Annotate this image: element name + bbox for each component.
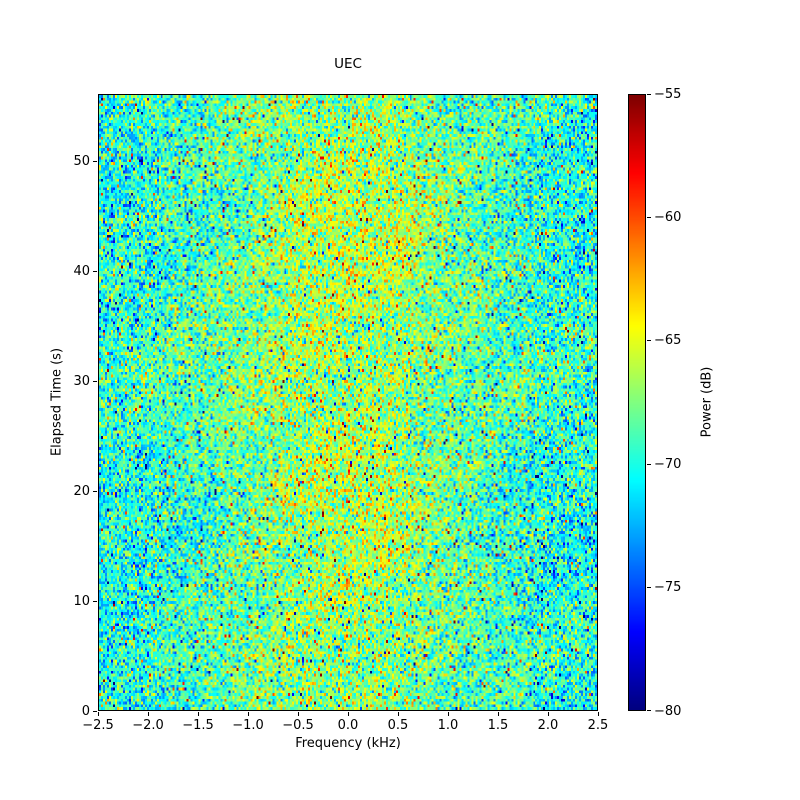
- x-tick-label: −1.0: [232, 718, 264, 733]
- y-tick-label: 30: [73, 373, 90, 389]
- y-tick-mark: [93, 270, 97, 272]
- colorbar-tick-mark: [647, 463, 651, 465]
- colorbar-label: Power (dB): [699, 366, 715, 438]
- colorbar-tick-mark: [647, 93, 651, 95]
- colorbar-tick-label: −75: [654, 580, 682, 596]
- colorbar-tick-label: −65: [654, 333, 682, 349]
- colorbar: [628, 94, 646, 711]
- x-tick-label: −1.5: [182, 718, 214, 733]
- y-tick-label: 0: [81, 703, 90, 719]
- y-tick-label: 10: [73, 593, 90, 609]
- colorbar-tick-mark: [647, 216, 651, 218]
- x-tick-mark: [247, 712, 249, 716]
- x-axis-label: Frequency (kHz): [295, 736, 401, 751]
- y-tick-mark: [93, 710, 97, 712]
- x-tick-label: 0.5: [387, 718, 409, 733]
- x-tick-label: 1.5: [487, 718, 509, 733]
- colorbar-tick-label: −55: [654, 86, 682, 102]
- y-tick-mark: [93, 160, 97, 162]
- x-tick-mark: [147, 712, 149, 716]
- colorbar-tick-mark: [647, 709, 651, 711]
- colorbar-tick-label: −70: [654, 456, 682, 472]
- colorbar-canvas: [629, 95, 645, 710]
- x-tick-mark: [97, 712, 99, 716]
- y-tick-mark: [93, 600, 97, 602]
- x-tick-label: −2.5: [82, 718, 114, 733]
- x-tick-label: 2.5: [587, 718, 609, 733]
- y-axis-label: Elapsed Time (s): [49, 347, 65, 457]
- spectrogram-plot-area: [98, 94, 598, 711]
- spectrogram-canvas: [99, 95, 597, 710]
- x-tick-mark: [547, 712, 549, 716]
- colorbar-tick-label: −80: [654, 703, 682, 719]
- y-tick-label: 20: [73, 483, 90, 499]
- y-tick-label: 50: [73, 153, 90, 169]
- colorbar-tick-mark: [647, 340, 651, 342]
- x-tick-mark: [347, 712, 349, 716]
- y-tick-mark: [93, 380, 97, 382]
- x-tick-mark: [497, 712, 499, 716]
- colorbar-tick-mark: [647, 587, 651, 589]
- x-tick-mark: [447, 712, 449, 716]
- chart-title: UEC: [334, 56, 362, 72]
- x-tick-label: −2.0: [132, 718, 164, 733]
- x-tick-label: 0.0: [337, 718, 359, 733]
- x-tick-label: 1.0: [437, 718, 459, 733]
- colorbar-tick-label: −60: [654, 209, 682, 225]
- x-tick-mark: [197, 712, 199, 716]
- x-tick-mark: [397, 712, 399, 716]
- x-tick-mark: [297, 712, 299, 716]
- x-tick-label: 2.0: [537, 718, 559, 733]
- y-tick-mark: [93, 490, 97, 492]
- y-tick-label: 40: [73, 263, 90, 279]
- x-tick-mark: [597, 712, 599, 716]
- x-tick-label: −0.5: [282, 718, 314, 733]
